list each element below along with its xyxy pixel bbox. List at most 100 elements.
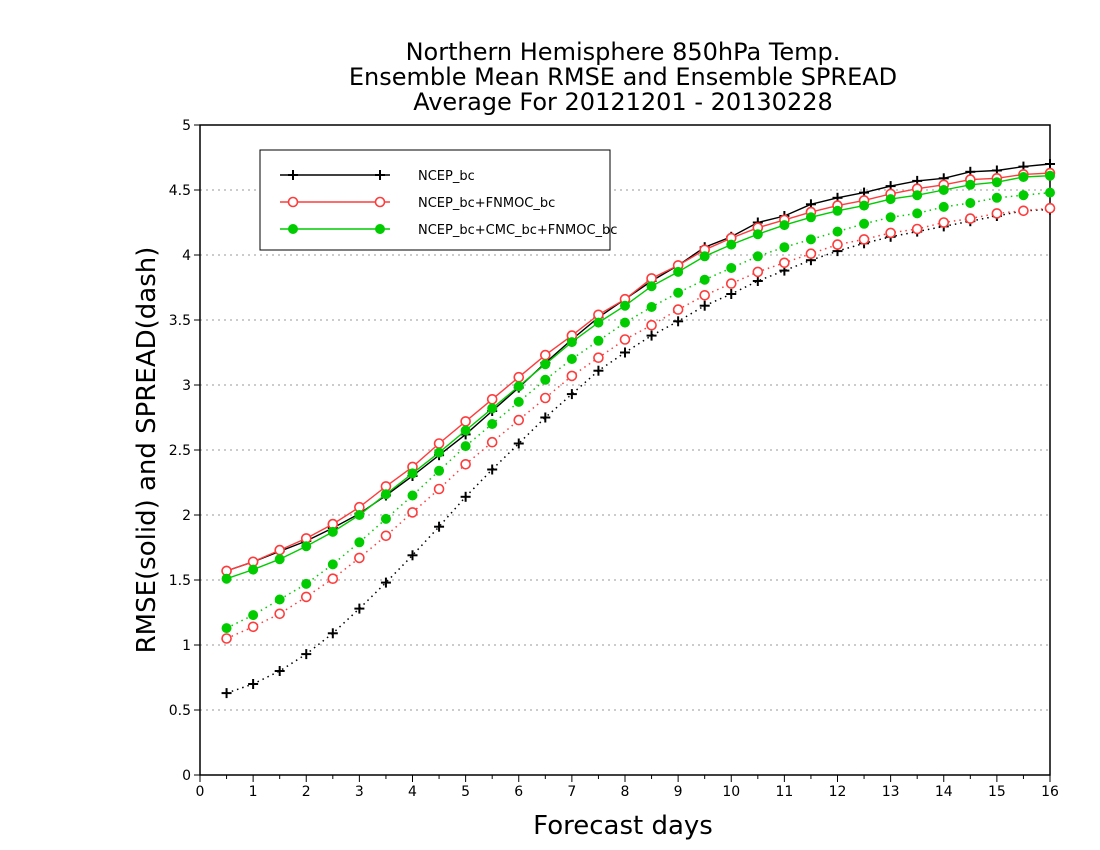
series-5-point-27 xyxy=(938,201,949,212)
series-3-point-4 xyxy=(327,573,339,585)
series-1-point-16 xyxy=(646,330,657,341)
series-3-point-15 xyxy=(619,334,631,345)
series-1-point-17 xyxy=(673,316,684,327)
series-5-point-5 xyxy=(354,537,365,548)
legend-marker-right-0 xyxy=(375,170,385,180)
series-4-point-10 xyxy=(487,403,498,414)
series-2-point-10 xyxy=(486,393,498,405)
legend-marker-left-1 xyxy=(287,196,299,208)
series-4-point-3 xyxy=(301,541,312,552)
series-5-point-25 xyxy=(885,212,896,223)
title-line-3: Average For 20121201 - 20130228 xyxy=(413,88,833,116)
series-3-point-7 xyxy=(407,507,418,518)
series-line-1 xyxy=(226,208,1051,694)
series-3-point-16 xyxy=(646,319,657,331)
series-4 xyxy=(221,170,1055,584)
series-3-point-9 xyxy=(460,458,471,470)
series-3 xyxy=(221,202,1056,644)
series-3-point-29 xyxy=(991,208,1003,219)
series-3-point-6 xyxy=(380,530,392,542)
series-1-point-15 xyxy=(620,347,630,358)
title-line-2: Ensemble Mean RMSE and Ensemble SPREAD xyxy=(349,63,897,91)
series-4-point-23 xyxy=(832,205,843,216)
series-3-point-23 xyxy=(832,239,843,250)
x-tick-label-0: 0 xyxy=(196,784,205,800)
series-1-point-20 xyxy=(752,276,763,286)
legend-label-1: NCEP_bc+FNMOC_bc xyxy=(418,196,555,211)
series-2-point-12 xyxy=(540,349,551,361)
series-3-point-14 xyxy=(593,352,604,364)
series-4-point-5 xyxy=(354,510,365,520)
series-4-point-19 xyxy=(726,239,737,250)
series-5-point-23 xyxy=(832,226,843,237)
series-3-point-3 xyxy=(300,591,312,603)
series-1-point-9 xyxy=(460,491,471,502)
series-line-3 xyxy=(226,207,1051,640)
y-tick-label-1: 0.5 xyxy=(169,703,191,719)
x-tick-label-8: 8 xyxy=(621,784,630,800)
y-tick-label-5: 2.5 xyxy=(169,443,191,459)
series-5-point-18 xyxy=(699,274,710,285)
series-1-point-5 xyxy=(354,603,365,614)
series-4-point-9 xyxy=(460,425,471,436)
x-tick-label-7: 7 xyxy=(567,784,576,800)
chart-title: Northern Hemisphere 850hPa Temp. Ensembl… xyxy=(349,38,897,116)
series-2-point-11 xyxy=(513,371,525,383)
series-4-point-16 xyxy=(646,281,657,292)
series-3-point-22 xyxy=(805,248,817,259)
series-1 xyxy=(221,204,1055,699)
series-1-point-4 xyxy=(327,628,338,639)
series-1-point-14 xyxy=(593,365,604,376)
series-4-point-27 xyxy=(938,185,949,195)
y-axis-title: RMSE(solid) and SPREAD(dash) xyxy=(132,247,162,654)
series-1-point-8 xyxy=(434,521,445,532)
series-3-point-2 xyxy=(274,608,285,620)
y-tick-label-8: 4 xyxy=(182,248,191,264)
series-4-point-2 xyxy=(274,554,285,565)
axes: 00.511.522.533.544.550 1 2 3 4 5 6 7 8 9 10 11 12 13 1… xyxy=(169,118,1059,800)
series-5-point-20 xyxy=(752,251,763,262)
series-4-point-22 xyxy=(805,212,816,223)
series-5-point-8 xyxy=(434,465,445,476)
x-tick-label-6: 6 xyxy=(514,784,523,800)
series-4-point-14 xyxy=(593,317,604,328)
series-3-point-31 xyxy=(1044,202,1056,214)
series-3-point-5 xyxy=(354,552,365,564)
series-4-point-17 xyxy=(673,266,684,277)
y-tick-label-9: 4.5 xyxy=(169,183,191,199)
legend-label-2: NCEP_bc+CMC_bc+FNMOC_bc xyxy=(418,223,617,238)
series-1-point-0 xyxy=(221,688,232,699)
series-5-point-3 xyxy=(301,578,312,589)
legend-marker-right-2 xyxy=(375,224,385,234)
legend-box xyxy=(259,149,611,251)
series-4-point-25 xyxy=(885,194,896,205)
series-2-point-9 xyxy=(460,416,471,427)
series-4-point-21 xyxy=(779,220,790,231)
series-4-point-24 xyxy=(859,200,870,211)
series-5-point-16 xyxy=(646,302,657,312)
legend-label-0: NCEP_bc xyxy=(418,169,475,184)
series-4-point-13 xyxy=(566,337,577,348)
series-1-point-11 xyxy=(513,438,524,449)
series-0-point-31 xyxy=(1045,159,1055,169)
series-4-point-29 xyxy=(991,177,1002,188)
series-line-5 xyxy=(226,191,1051,629)
series-3-point-30 xyxy=(1018,205,1029,217)
series-4-point-15 xyxy=(620,300,630,311)
x-tick-label-13: 13 xyxy=(882,784,900,800)
series-4-point-28 xyxy=(965,179,976,190)
series-1-point-13 xyxy=(566,389,577,400)
series-5-point-29 xyxy=(991,192,1002,203)
x-tick-label-10: 10 xyxy=(722,784,740,800)
series-1-point-18 xyxy=(699,300,710,311)
series-3-point-12 xyxy=(540,392,551,404)
series-3-point-10 xyxy=(486,436,498,448)
series-5-point-10 xyxy=(487,419,498,429)
series-4-point-31 xyxy=(1045,170,1055,181)
series-1-point-3 xyxy=(301,649,312,660)
x-tick-label-4: 4 xyxy=(408,784,417,800)
series-5-point-13 xyxy=(566,354,577,364)
series-4-point-1 xyxy=(248,564,259,575)
y-tick-label-4: 2 xyxy=(182,508,191,524)
series-5-point-22 xyxy=(805,234,816,245)
